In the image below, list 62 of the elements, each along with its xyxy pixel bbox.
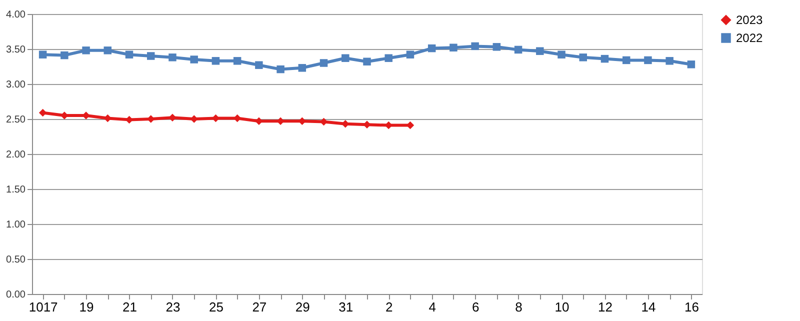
point	[190, 56, 198, 64]
point	[471, 42, 479, 50]
point	[622, 56, 630, 64]
point	[168, 54, 176, 62]
point	[104, 46, 112, 54]
y-tick-label: 4.00	[6, 10, 26, 20]
point	[342, 54, 350, 62]
point	[687, 60, 696, 68]
x-tick-label: 19	[79, 300, 94, 314]
x-tick-label: 16	[684, 300, 699, 314]
legend-label: 2022	[736, 31, 764, 45]
point	[298, 64, 306, 72]
point	[450, 44, 458, 52]
y-tick-label: 3.00	[6, 80, 26, 90]
point	[428, 44, 436, 52]
point	[147, 52, 155, 60]
point	[168, 114, 176, 122]
point	[255, 61, 263, 69]
x-tick-label: 29	[295, 300, 310, 314]
point	[579, 54, 587, 62]
y-tick-label: 1.00	[6, 220, 26, 230]
x-tick-label: 31	[338, 300, 354, 314]
point	[514, 46, 522, 54]
point	[363, 58, 371, 66]
y-tick-label: 0.50	[6, 254, 26, 266]
point	[384, 54, 392, 62]
point	[644, 56, 652, 64]
x-tick-label: 25	[208, 300, 224, 314]
y-tick-label: 0.00	[6, 290, 26, 300]
point	[60, 51, 68, 60]
point	[276, 65, 284, 74]
x-tick-label: 12	[598, 300, 612, 314]
point	[212, 57, 220, 65]
point	[147, 115, 155, 123]
y-tick-label: 1.50	[6, 184, 26, 196]
point	[536, 47, 544, 55]
x-tick-label: 23	[166, 300, 180, 314]
y-tick-label: 3.50	[6, 44, 26, 56]
y-tick-label: 2.00	[6, 150, 26, 160]
point	[233, 57, 242, 65]
x-tick-label: 2	[385, 300, 393, 314]
point	[125, 50, 134, 58]
point	[558, 50, 566, 58]
x-tick-label: 21	[122, 300, 137, 314]
x-tick-label: 4	[428, 300, 436, 314]
x-tick-label: 1017	[28, 300, 58, 314]
point	[666, 57, 674, 65]
point	[38, 108, 47, 117]
legend-label: 2023	[736, 13, 764, 27]
point	[492, 43, 501, 51]
point	[190, 115, 198, 123]
point	[600, 54, 609, 63]
x-tick-label: 6	[472, 300, 480, 314]
x-tick-label: 10	[554, 300, 570, 314]
point	[406, 50, 414, 58]
x-tick-label: 27	[252, 300, 267, 314]
x-tick-label: 8	[515, 300, 522, 314]
point	[38, 50, 47, 58]
x-tick-label: 14	[641, 300, 656, 314]
point	[320, 59, 328, 67]
point	[82, 46, 90, 54]
y-tick-label: 2.50	[6, 114, 26, 126]
